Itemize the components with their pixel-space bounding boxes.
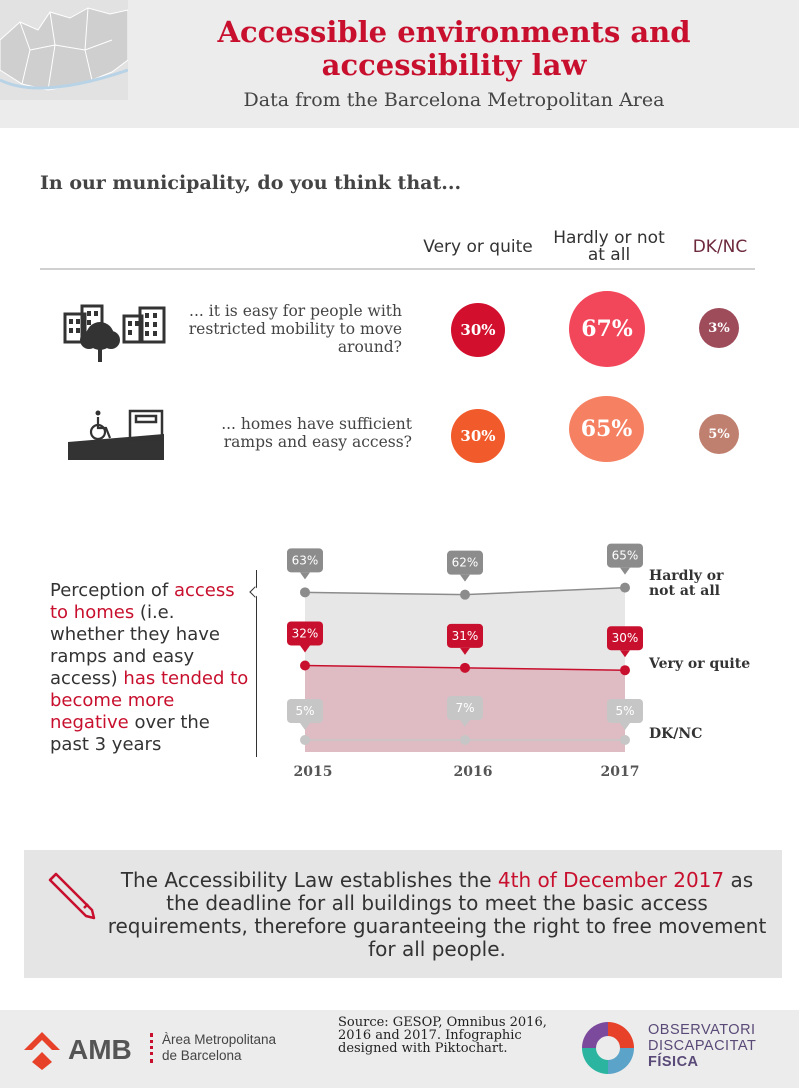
observatori-line-1: OBSERVATORI: [648, 1022, 756, 1038]
series-label-0: Hardly or: [649, 568, 724, 584]
x-tick-2017: 2017: [601, 764, 640, 780]
amb-name-line-2: de Barcelona: [162, 1048, 242, 1063]
point-hardly-2016: [460, 589, 470, 600]
point-very-2015: [300, 660, 310, 671]
law-deadline-date: 4th of December 2017: [497, 868, 725, 892]
callout-tip-dknc-2017: [620, 723, 630, 730]
header-band: [0, 0, 799, 128]
series-label-0-line2: not at all: [649, 583, 720, 599]
amb-separator: [150, 1033, 153, 1063]
amb-logo: AMB Àrea Metropolitana de Barcelona: [22, 1030, 292, 1070]
callout-very-2017: [607, 626, 643, 651]
pencil-icon: [48, 870, 98, 920]
callout-dknc-2016: [447, 696, 483, 720]
column-header-dknc: DK/NC: [692, 237, 748, 257]
callout-tip-very-2016: [460, 647, 470, 655]
page-title: Accessible environments and accessibilit…: [217, 15, 691, 82]
callout-hardly-2016: [447, 550, 483, 575]
amb-wordmark: AMB: [68, 1034, 132, 1065]
point-hardly-2015: [300, 587, 310, 598]
amb-logo-mark: [24, 1032, 60, 1070]
perception-part-5: over the past 3 years: [50, 712, 210, 755]
data-label-dknc-2016: 7%: [455, 701, 474, 715]
survey-question-2: ... homes have sufficient ramps and easy…: [221, 415, 412, 451]
law-text-part-2: as the deadline for all buildings to mee…: [107, 868, 767, 961]
page-subtitle: Data from the Barcelona Metropolitan Are…: [243, 89, 665, 111]
bubble-q1-hardly: 67%: [569, 291, 645, 367]
callout-tip-hardly-2017: [620, 567, 630, 575]
callout-very-2015: [287, 621, 323, 646]
law-text-part-1: The Accessibility Law establishes the: [120, 868, 498, 892]
x-tick-2016: 2016: [454, 764, 493, 780]
callout-dknc-2017: [607, 699, 643, 723]
callout-tip-dknc-2015: [300, 723, 310, 730]
observatori-logo-mark: [582, 1022, 634, 1074]
perception-divider: [256, 570, 257, 757]
wheelchair-ramp-door-icon: [66, 408, 166, 462]
data-label-hardly-2017: 65%: [612, 549, 639, 563]
data-label-dknc-2015: 5%: [295, 704, 314, 718]
data-label-hardly-2016: 62%: [452, 556, 479, 570]
law-text: The Accessibility Law establishes the 4t…: [104, 869, 770, 961]
callout-tip-very-2015: [300, 645, 310, 653]
point-very-2017: [620, 665, 630, 676]
observatori-line-3: FÍSICA: [648, 1054, 699, 1070]
callout-tip-very-2017: [620, 650, 630, 658]
series-label-2: DK/NC: [649, 726, 702, 742]
observatori-name: OBSERVATORI DISCAPACITAT FÍSICA: [648, 1022, 756, 1070]
observatori-logo: OBSERVATORI DISCAPACITAT FÍSICA: [578, 1018, 778, 1078]
source-credit: Source: GESOP, Omnibus 2016, 2016 and 20…: [338, 1015, 547, 1056]
callout-very-2016: [447, 623, 483, 648]
bubble-q2-very: 30%: [451, 409, 505, 463]
perception-part-3: (i.e. whether they have ramps and easy a…: [50, 602, 220, 689]
x-tick-2015: 2015: [294, 764, 333, 780]
callout-dknc-2015: [287, 699, 323, 723]
column-header-hardly: Hardly or not at all: [553, 228, 665, 265]
column-header-very: Very or quite: [423, 237, 533, 257]
data-label-dknc-2017: 5%: [615, 704, 634, 718]
callout-hardly-2015: [287, 548, 323, 573]
series-label-1: Very or quite: [648, 656, 750, 672]
survey-question-1: ... it is easy for people with restricte…: [188, 302, 402, 356]
observatori-line-2: DISCAPACITAT: [648, 1038, 757, 1054]
bubble-q2-hardly: 65%: [569, 396, 644, 462]
data-label-very-2016: 31%: [452, 629, 479, 643]
point-very-2016: [460, 662, 470, 673]
header-divider: [40, 268, 755, 270]
data-label-very-2015: 32%: [292, 626, 319, 640]
perception-part-1: Perception of: [50, 580, 174, 601]
amb-name-line-1: Àrea Metropolitana: [162, 1032, 277, 1047]
bubble-q1-very: 30%: [451, 303, 505, 357]
perception-highlight-2: has tended to become more negative: [50, 668, 249, 733]
map-thumbnail: [0, 0, 128, 100]
city-buildings-tree-icon: [60, 300, 172, 364]
data-label-hardly-2015: 63%: [292, 553, 319, 567]
data-label-very-2017: 30%: [612, 631, 639, 645]
point-hardly-2017: [620, 582, 630, 593]
callout-tip-hardly-2015: [300, 572, 310, 580]
amb-name: Àrea Metropolitana de Barcelona: [162, 1032, 276, 1064]
question-heading: In our municipality, do you think that..…: [40, 172, 462, 194]
point-dknc-2016: [460, 735, 470, 745]
callout-tip-dknc-2016: [460, 720, 470, 727]
point-dknc-2015: [300, 735, 310, 745]
callout-hardly-2017: [607, 543, 643, 568]
point-dknc-2017: [620, 735, 630, 745]
bubble-q2-dknc: 5%: [699, 414, 739, 454]
bubble-q1-dknc: 3%: [699, 308, 739, 348]
callout-tip-hardly-2016: [460, 574, 470, 582]
footer-band: [0, 1010, 799, 1088]
perception-highlight-1: access to homes: [50, 580, 235, 623]
law-info-box: [24, 850, 782, 978]
perception-text: Perception of access to homes (i.e. whet…: [50, 580, 250, 756]
